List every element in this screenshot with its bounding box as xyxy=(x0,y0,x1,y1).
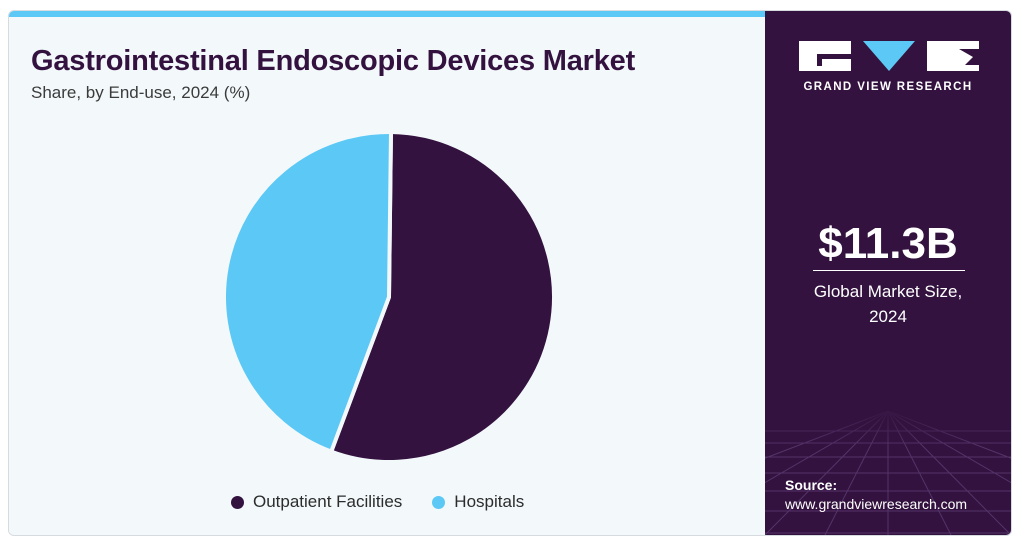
grand-view-research-logo xyxy=(799,41,979,71)
pie-chart xyxy=(222,130,556,464)
source-label: Source: xyxy=(785,477,838,493)
value-divider xyxy=(813,270,965,271)
market-size-label-line2: 2024 xyxy=(869,307,907,326)
grid-decoration xyxy=(765,407,1011,535)
logo-wordmark: GRAND VIEW RESEARCH xyxy=(803,81,973,93)
market-size-label-line1: Global Market Size, xyxy=(813,282,963,301)
pie-slice-hospitals xyxy=(222,130,393,454)
legend-label-outpatient: Outpatient Facilities xyxy=(253,492,403,511)
legend-label-hospitals: Hospitals xyxy=(454,492,525,511)
legend-swatch-outpatient xyxy=(231,495,244,509)
legend-swatch-hospitals xyxy=(432,495,446,509)
legend-item-outpatient: Outpatient Facilities xyxy=(231,492,402,512)
legend-item-hospitals: Hospitals xyxy=(432,492,524,512)
source-link[interactable]: www.grandviewresearch.com xyxy=(785,496,968,512)
chart-subtitle: Share, by End-use, 2024 (%) xyxy=(31,83,251,102)
legend: Outpatient Facilities Hospitals xyxy=(231,492,554,512)
info-panel: GRAND VIEW RESEARCH $11.3B Global Market… xyxy=(765,11,1011,535)
chart-title: Gastrointestinal Endoscopic Devices Mark… xyxy=(31,45,636,77)
chart-card: Gastrointestinal Endoscopic Devices Mark… xyxy=(8,10,1012,536)
accent-bar xyxy=(9,11,765,17)
market-size-value: $11.3B xyxy=(818,219,958,268)
market-size-label: Global Market Size, 2024 xyxy=(765,279,1011,329)
chart-panel: Gastrointestinal Endoscopic Devices Mark… xyxy=(9,17,765,535)
pie-slice-outpatient-facilities xyxy=(329,130,556,464)
